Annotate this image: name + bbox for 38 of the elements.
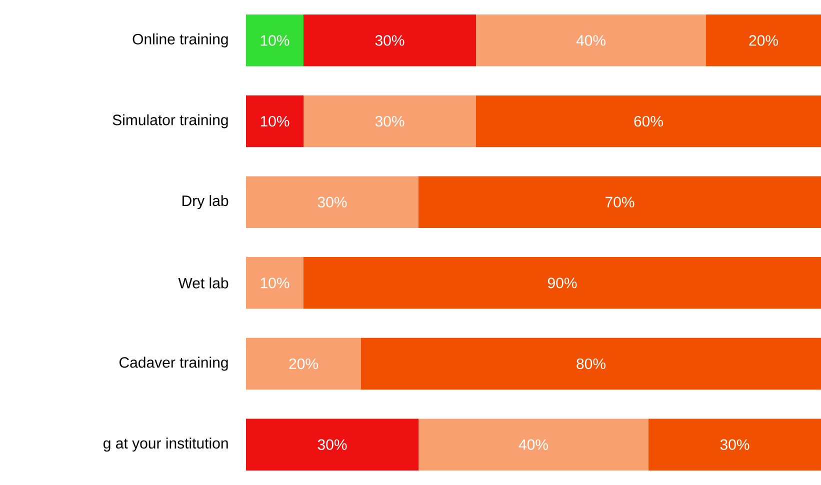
bar: [246, 257, 304, 309]
data-label: 70%: [606, 196, 634, 208]
bar: [418, 176, 821, 228]
bar: [246, 418, 419, 470]
bar: [648, 418, 821, 470]
bar: [304, 14, 476, 66]
bar: [246, 176, 419, 228]
bar: [706, 14, 821, 66]
data-label: 20%: [289, 358, 318, 370]
y-tick-label: Wet lab: [178, 277, 228, 288]
data-label: 30%: [720, 439, 750, 450]
y-tick-label: Dry lab: [182, 195, 228, 210]
data-label: 40%: [518, 439, 548, 450]
bar: [304, 257, 821, 309]
data-label: 90%: [548, 278, 577, 288]
data-label: 60%: [634, 116, 663, 127]
y-tick-label: Simulator training: [112, 114, 228, 128]
data-label: 30%: [375, 35, 404, 46]
data-label: 30%: [318, 439, 347, 450]
y-tick-label: Cadaver training: [120, 356, 228, 371]
bar: [418, 418, 649, 470]
bar: [246, 14, 304, 66]
bar: [476, 95, 821, 148]
data-label: 40%: [576, 35, 606, 46]
data-label: 10%: [260, 278, 290, 288]
data-label: 80%: [576, 358, 606, 370]
y-tick-label: Online training: [132, 33, 228, 48]
data-label: 10%: [260, 35, 290, 46]
data-label: 10%: [260, 116, 290, 127]
data-label: 20%: [749, 35, 778, 46]
bar: [476, 14, 706, 66]
bar: [246, 338, 362, 390]
data-label: 30%: [318, 196, 347, 208]
y-tick-label: g at your institution: [104, 438, 228, 452]
bar: [246, 95, 304, 148]
bar: [304, 95, 476, 148]
data-label: 30%: [375, 116, 404, 127]
bar: [361, 338, 821, 390]
